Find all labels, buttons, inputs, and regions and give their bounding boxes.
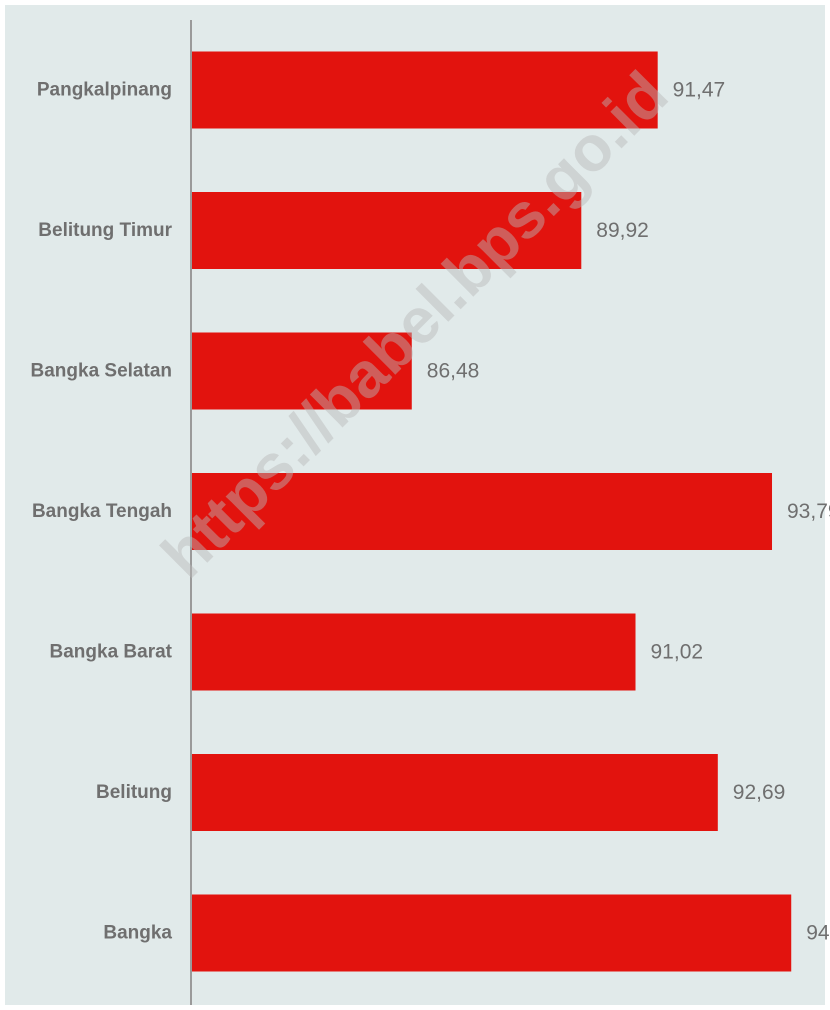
value-label-4: 91,02 — [651, 641, 704, 664]
category-label-1: Belitung Timur — [38, 220, 172, 241]
value-label-5: 92,69 — [733, 781, 786, 804]
bar-6 — [191, 894, 792, 972]
labels-layer: Pangkalpinang 91,47 Belitung Timur 89,92 Ban… — [31, 79, 830, 945]
category-label-3: Bangka Tengah — [32, 501, 172, 522]
bar-1 — [191, 192, 582, 269]
value-label-1: 89,92 — [596, 219, 649, 242]
value-label-3: 93,79 — [787, 500, 830, 523]
bar-5 — [191, 754, 718, 831]
bar-0 — [191, 51, 658, 129]
value-label-6: 94,18 — [806, 922, 830, 945]
bar-4 — [191, 613, 636, 691]
value-label-2: 86,48 — [427, 360, 480, 383]
bar-2 — [191, 332, 412, 410]
value-label-0: 91,47 — [673, 79, 726, 102]
category-label-2: Bangka Selatan — [31, 361, 173, 382]
bar-3 — [191, 473, 773, 550]
category-label-0: Pangkalpinang — [37, 80, 172, 101]
bars-layer — [191, 51, 792, 972]
category-label-6: Bangka — [103, 923, 172, 944]
category-label-4: Bangka Barat — [50, 642, 173, 663]
category-label-5: Belitung — [96, 782, 172, 803]
